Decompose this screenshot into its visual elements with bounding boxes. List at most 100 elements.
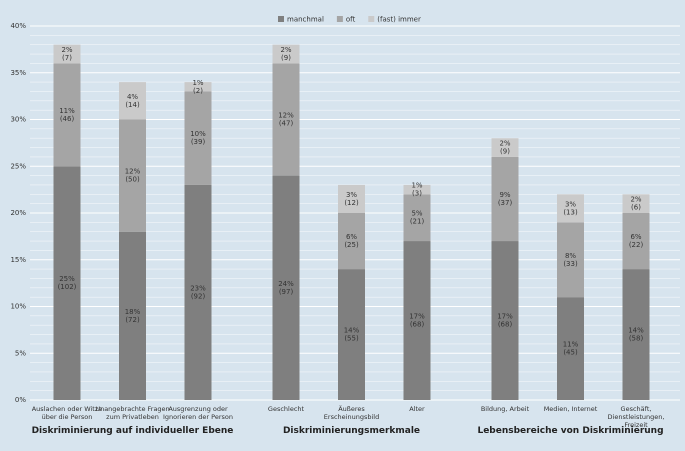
data-label: 17%: [409, 313, 425, 321]
count-label: (25): [344, 241, 359, 249]
y-tick-label: 25%: [10, 162, 26, 170]
legend-swatch: [278, 16, 284, 22]
data-label: 2%: [61, 46, 72, 54]
x-tick-label: Äußeres Erscheinungsbild: [323, 405, 380, 421]
y-tick-label: 30%: [10, 116, 26, 124]
x-tick-label: Alter: [409, 405, 425, 413]
data-label: 14%: [344, 327, 360, 335]
bar-segment: [184, 184, 212, 400]
x-tick-label: Medien, Internet: [543, 405, 598, 413]
bar-segment: [491, 138, 519, 157]
data-label: 11%: [563, 341, 579, 349]
data-label: 11%: [59, 107, 75, 115]
data-label: 10%: [190, 130, 206, 138]
bar-segment: [338, 213, 365, 270]
data-label: 1%: [411, 182, 422, 190]
bar-segment: [119, 231, 146, 400]
data-label: 12%: [278, 112, 294, 120]
y-tick-label: 0%: [15, 396, 26, 404]
bar-segment: [491, 241, 519, 400]
data-label: 14%: [628, 327, 644, 335]
count-label: (12): [344, 199, 359, 207]
count-label: (21): [410, 218, 425, 226]
y-tick-label: 20%: [10, 209, 26, 217]
y-tick-label: 10%: [10, 303, 26, 311]
data-label: 3%: [346, 191, 357, 199]
data-label: 8%: [565, 252, 576, 260]
data-label: 12%: [125, 168, 141, 176]
group-label: Diskriminierung auf individueller Ebene: [31, 426, 234, 436]
data-label: 18%: [125, 308, 141, 316]
data-label: 23%: [190, 284, 206, 292]
count-label: (13): [563, 208, 578, 216]
data-label: 6%: [346, 233, 357, 241]
bar-segment: [403, 194, 431, 242]
legend-label: oft: [346, 16, 356, 24]
bar-segment: [53, 63, 81, 167]
bar-segment: [403, 184, 431, 195]
count-label: (9): [281, 54, 291, 62]
data-label: 2%: [499, 140, 510, 148]
bar-segment: [557, 297, 584, 400]
y-tick-label: 35%: [10, 69, 26, 77]
bar-segment: [338, 184, 365, 213]
data-label: 4%: [127, 93, 138, 101]
x-tick-label: Ausgrenzung oder Ignorieren der Person: [162, 405, 234, 421]
y-tick-label: 40%: [10, 22, 26, 30]
count-label: (97): [279, 288, 294, 296]
count-label: (3): [412, 190, 422, 198]
group-label: Lebensbereiche von Diskriminierung: [477, 426, 664, 436]
count-label: (6): [631, 204, 641, 212]
count-label: (92): [191, 292, 206, 300]
count-label: (47): [279, 120, 294, 128]
count-label: (33): [563, 260, 578, 268]
x-tick-label: Bildung, Arbeit: [480, 405, 530, 413]
count-label: (46): [60, 115, 75, 123]
count-label: (37): [498, 199, 513, 207]
y-tick-label: 5%: [15, 349, 26, 357]
bar-segment: [338, 269, 365, 400]
count-label: (55): [344, 335, 359, 343]
x-tick-label: Unangebrachte Fragen zum Privatleben: [95, 405, 170, 421]
count-label: (72): [125, 316, 140, 324]
bar-segment: [184, 82, 212, 92]
bar-segment: [272, 63, 300, 176]
data-label: 24%: [278, 280, 294, 288]
count-label: (68): [410, 321, 425, 329]
x-tick-label: Auslachen oder Witze über die Person: [31, 405, 103, 421]
count-label: (50): [125, 176, 140, 184]
count-label: (58): [629, 335, 644, 343]
bar-segment: [557, 222, 584, 298]
x-tick-label: Geschlecht: [267, 405, 305, 413]
count-label: (68): [498, 321, 513, 329]
data-label: 2%: [630, 196, 641, 204]
data-label: 6%: [630, 233, 641, 241]
bar-segment: [53, 166, 81, 400]
bar-segment: [272, 175, 300, 400]
count-label: (39): [191, 138, 206, 146]
bar-segment: [491, 156, 519, 242]
data-label: 2%: [280, 46, 291, 54]
bar-segment: [272, 44, 300, 64]
count-label: (102): [58, 283, 77, 291]
bar-segment: [119, 119, 146, 232]
y-tick-label: 15%: [10, 256, 26, 264]
bar-segment: [557, 194, 584, 223]
x-tick-label: Geschäft, Dienstleistungen, Freizeit: [607, 405, 665, 429]
bar-segment: [119, 82, 146, 120]
data-label: 5%: [411, 210, 422, 218]
bar-segment: [622, 213, 650, 270]
group-label: Diskriminierungsmerkmale: [282, 426, 421, 436]
bar-segment: [622, 269, 650, 400]
data-label: 9%: [499, 191, 510, 199]
count-label: (9): [500, 148, 510, 156]
data-label: 25%: [59, 275, 75, 283]
legend-swatch: [368, 16, 375, 22]
count-label: (2): [193, 87, 203, 95]
data-label: 17%: [497, 313, 513, 321]
legend-swatch: [336, 16, 343, 22]
count-label: (22): [629, 241, 644, 249]
bar-segment: [53, 44, 81, 64]
